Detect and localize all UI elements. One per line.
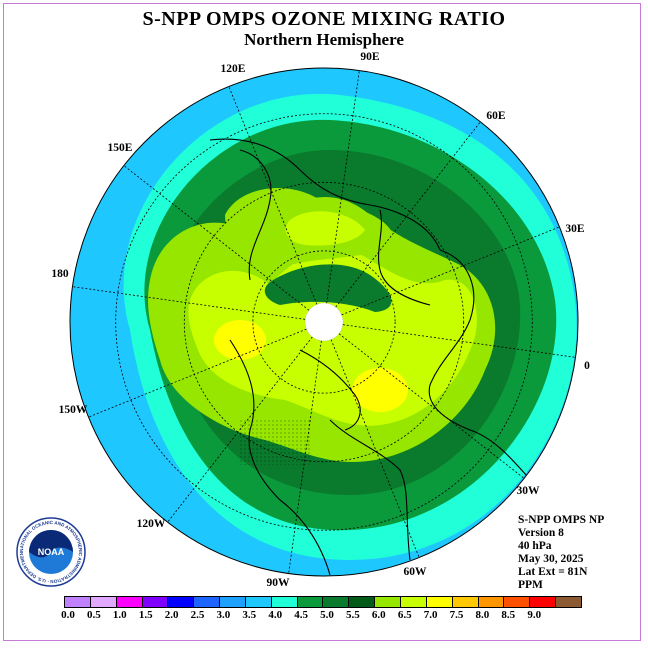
- longitude-label: 30W: [517, 485, 541, 497]
- colorbar-swatch: [220, 597, 246, 607]
- colorbar-tick-label: 6.0: [371, 609, 386, 621]
- colorbar-swatch: [297, 597, 324, 607]
- meridian-line: [330, 339, 420, 558]
- colorbar-tick-label: 6.5: [397, 609, 412, 621]
- info-lat-extent: Lat Ext = 81N: [518, 566, 588, 578]
- colorbar-tick-label: 0.5: [87, 609, 101, 621]
- colorbar-swatch: [530, 597, 557, 607]
- colorbar-swatch: [194, 597, 221, 607]
- colorbar-swatch: [65, 597, 91, 607]
- map-title: S-NPP OMPS OZONE MIXING RATIO: [142, 8, 506, 30]
- colorbar-swatch: [349, 597, 376, 607]
- colorbar-tick-label: 2.0: [164, 609, 179, 621]
- longitude-label: 150W: [59, 404, 88, 416]
- colorbar-swatch: [116, 597, 143, 607]
- map-subtitle: Northern Hemisphere: [244, 30, 404, 49]
- map-border: [69, 67, 579, 577]
- latitude-circle: [115, 113, 533, 531]
- colorbar-tick-label: 7.5: [449, 609, 464, 621]
- longitude-label: 90E: [360, 51, 380, 63]
- meridian-line: [326, 70, 360, 304]
- ozone-max-pacific: [214, 320, 266, 360]
- meridian-line: [88, 328, 307, 418]
- info-units: PPM: [518, 579, 543, 591]
- page-frame: [3, 3, 641, 641]
- noaa-logo-text: NOAA: [38, 547, 65, 557]
- colorbar-tick-label: 3.0: [216, 609, 231, 621]
- colorbar-swatch: [556, 597, 581, 607]
- longitude-labels: 120E 90E 60E 150E 30E 180 0 150W 30W 120W 60W 90W: [51, 51, 590, 589]
- colorbar-tick-label: 0.0: [61, 609, 75, 621]
- longitude-label: 30E: [565, 223, 585, 235]
- info-date: May 30, 2025: [518, 553, 584, 565]
- colorbar-tick-label: 4.0: [268, 609, 283, 621]
- latitude-circle: [252, 250, 396, 394]
- colorbar-swatch: [323, 597, 350, 607]
- ozone-field: [70, 68, 578, 576]
- colorbar-tick-label: 1.0: [112, 609, 127, 621]
- colorbar-swatch: [400, 597, 427, 607]
- graticule: [72, 70, 576, 574]
- colorbar-tick-labels: 0.0 0.5 1.0 1.5 2.0 2.5 3.0 3.5 4.0 4.5 5.0 5.5 6.0 6…: [0, 609, 648, 623]
- colorbar-tick-label: 9.0: [527, 609, 542, 621]
- colorbar-swatch: [452, 597, 479, 607]
- longitude-label: 90W: [267, 577, 291, 589]
- meridian-line: [335, 121, 481, 308]
- colorbar-swatch: [271, 597, 298, 607]
- colorbar-swatch: [245, 597, 272, 607]
- coastlines: [209, 138, 541, 576]
- meridian-line: [167, 336, 313, 523]
- longitude-label: 180: [51, 268, 69, 280]
- longitude-label: 120W: [137, 518, 166, 530]
- colorbar-tick-label: 1.5: [138, 609, 153, 621]
- colorbar-tick-label: 5.0: [320, 609, 334, 621]
- colorbar-tick-label: 2.5: [190, 609, 205, 621]
- meridian-line: [72, 286, 306, 320]
- colorbar-tick-label: 8.5: [501, 609, 516, 621]
- longitude-label: 120E: [221, 63, 246, 75]
- colorbar-swatch: [90, 597, 117, 607]
- colorbar-tick-label: 4.5: [294, 609, 308, 621]
- colorbar-swatch: [478, 597, 505, 607]
- colorbar-swatch: [142, 597, 169, 607]
- longitude-label: 0: [584, 360, 590, 372]
- colorbar-tick-label: 3.5: [242, 609, 257, 621]
- colorbar: [64, 596, 582, 608]
- colorbar-swatch: [375, 597, 401, 607]
- colorbar-tick-label: 5.5: [346, 609, 360, 621]
- info-version: Version 8: [518, 527, 564, 539]
- colorbar-tick-label: 8.0: [475, 609, 490, 621]
- latitude-circle: [183, 181, 465, 463]
- meridian-line: [341, 226, 560, 316]
- ozone-band-upper-patch-inner: [285, 211, 365, 246]
- longitude-label: 60E: [486, 110, 506, 122]
- pole-no-data: [304, 302, 344, 342]
- colorbar-swatch: [168, 597, 195, 607]
- info-instrument: S-NPP OMPS NP: [518, 514, 605, 526]
- meridian-line: [228, 86, 318, 305]
- longitude-label: 150E: [108, 142, 133, 154]
- meridian-line: [288, 340, 322, 574]
- info-pressure-level: 40 hPa: [518, 540, 552, 552]
- ozone-max-atlantic: [352, 368, 408, 412]
- meridian-line: [338, 333, 525, 479]
- colorbar-swatch: [504, 597, 531, 607]
- colorbar-tick-label: 7.0: [423, 609, 438, 621]
- us-region-hatch: [240, 420, 310, 465]
- meridian-line: [123, 165, 310, 311]
- colorbar-swatch: [426, 597, 453, 607]
- meridian-line: [342, 324, 576, 358]
- noaa-logo: NATIONAL OCEANIC AND ATMOSPHERIC ADMINIS…: [16, 517, 86, 587]
- longitude-label: 60W: [404, 566, 428, 578]
